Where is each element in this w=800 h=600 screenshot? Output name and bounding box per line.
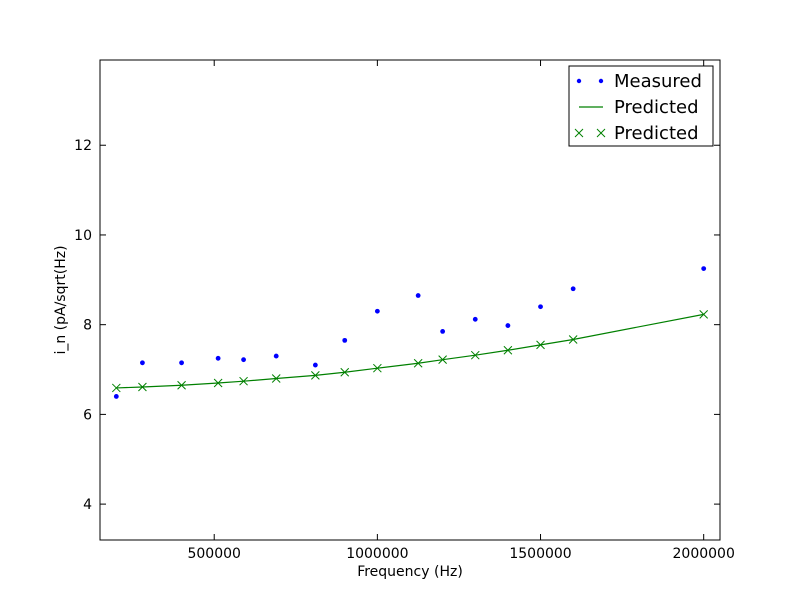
measured-point [140, 360, 145, 366]
measured-point [440, 329, 446, 334]
measured-point [538, 304, 543, 310]
series-predicted-line [116, 313, 704, 389]
plot-frame [99, 59, 721, 541]
x-axis-label: Frequency (Hz) [357, 564, 463, 580]
predicted-x-marker [239, 376, 248, 386]
x-axis-ticks: 500000 1000000 1500000 2000000 [187, 60, 735, 562]
predicted-x-marker [536, 340, 545, 350]
x-tick-label: 500000 [187, 546, 240, 562]
y-tick-label: 6 [83, 407, 92, 423]
predicted-x-marker [413, 358, 423, 368]
series-layer [111, 266, 709, 399]
legend-predicted-markers-label: Predicted [614, 123, 699, 144]
x-tick-label: 1000000 [346, 546, 408, 562]
predicted-x-marker [699, 310, 709, 319]
legend-measured-label: Measured [614, 71, 702, 92]
measured-point [342, 337, 348, 343]
legend-box [568, 65, 714, 147]
predicted-x-marker [438, 355, 447, 365]
legend-measured-marker-1 [576, 78, 582, 84]
x-tick-label: 2000000 [673, 546, 735, 562]
measured-point [472, 316, 478, 322]
y-axis-ticks: 4 6 8 10 12 [74, 138, 720, 513]
y-tick-label: 4 [83, 497, 92, 513]
predicted-x-marker [111, 383, 121, 393]
predicted-x-marker [340, 367, 350, 377]
predicted-x-marker [177, 380, 186, 390]
predicted-x-marker [373, 363, 382, 373]
measured-point [215, 355, 221, 361]
predicted-x-marker [271, 374, 281, 383]
predicted-x-marker [503, 345, 513, 355]
y-tick-label: 12 [74, 138, 92, 154]
measured-point [113, 394, 119, 399]
legend-measured-marker-2 [598, 78, 604, 84]
measured-point [374, 308, 380, 314]
measured-point [179, 360, 184, 366]
legend-predicted-x-marker-1 [574, 128, 584, 138]
legend-predicted-x-marker-2 [596, 128, 606, 138]
y-axis-label: i_n (pA/sqrt(Hz) [53, 245, 69, 354]
legend: Measured Predicted Predicted [568, 65, 714, 147]
measured-point [241, 357, 246, 363]
legend-predicted-line-label: Predicted [614, 97, 699, 118]
measured-point [701, 266, 707, 271]
measured-point [570, 286, 576, 292]
measured-point [312, 362, 318, 368]
y-tick-label: 10 [74, 228, 92, 244]
predicted-x-marker [213, 378, 223, 388]
predicted-x-marker [568, 335, 578, 344]
y-tick-label: 8 [83, 318, 92, 334]
predicted-x-marker [470, 350, 480, 360]
predicted-x-marker [311, 371, 320, 380]
measured-point [415, 293, 421, 298]
predicted-x-marker [138, 382, 147, 392]
measured-point [505, 323, 511, 328]
x-tick-label: 1500000 [509, 546, 571, 562]
measured-point [273, 353, 279, 359]
